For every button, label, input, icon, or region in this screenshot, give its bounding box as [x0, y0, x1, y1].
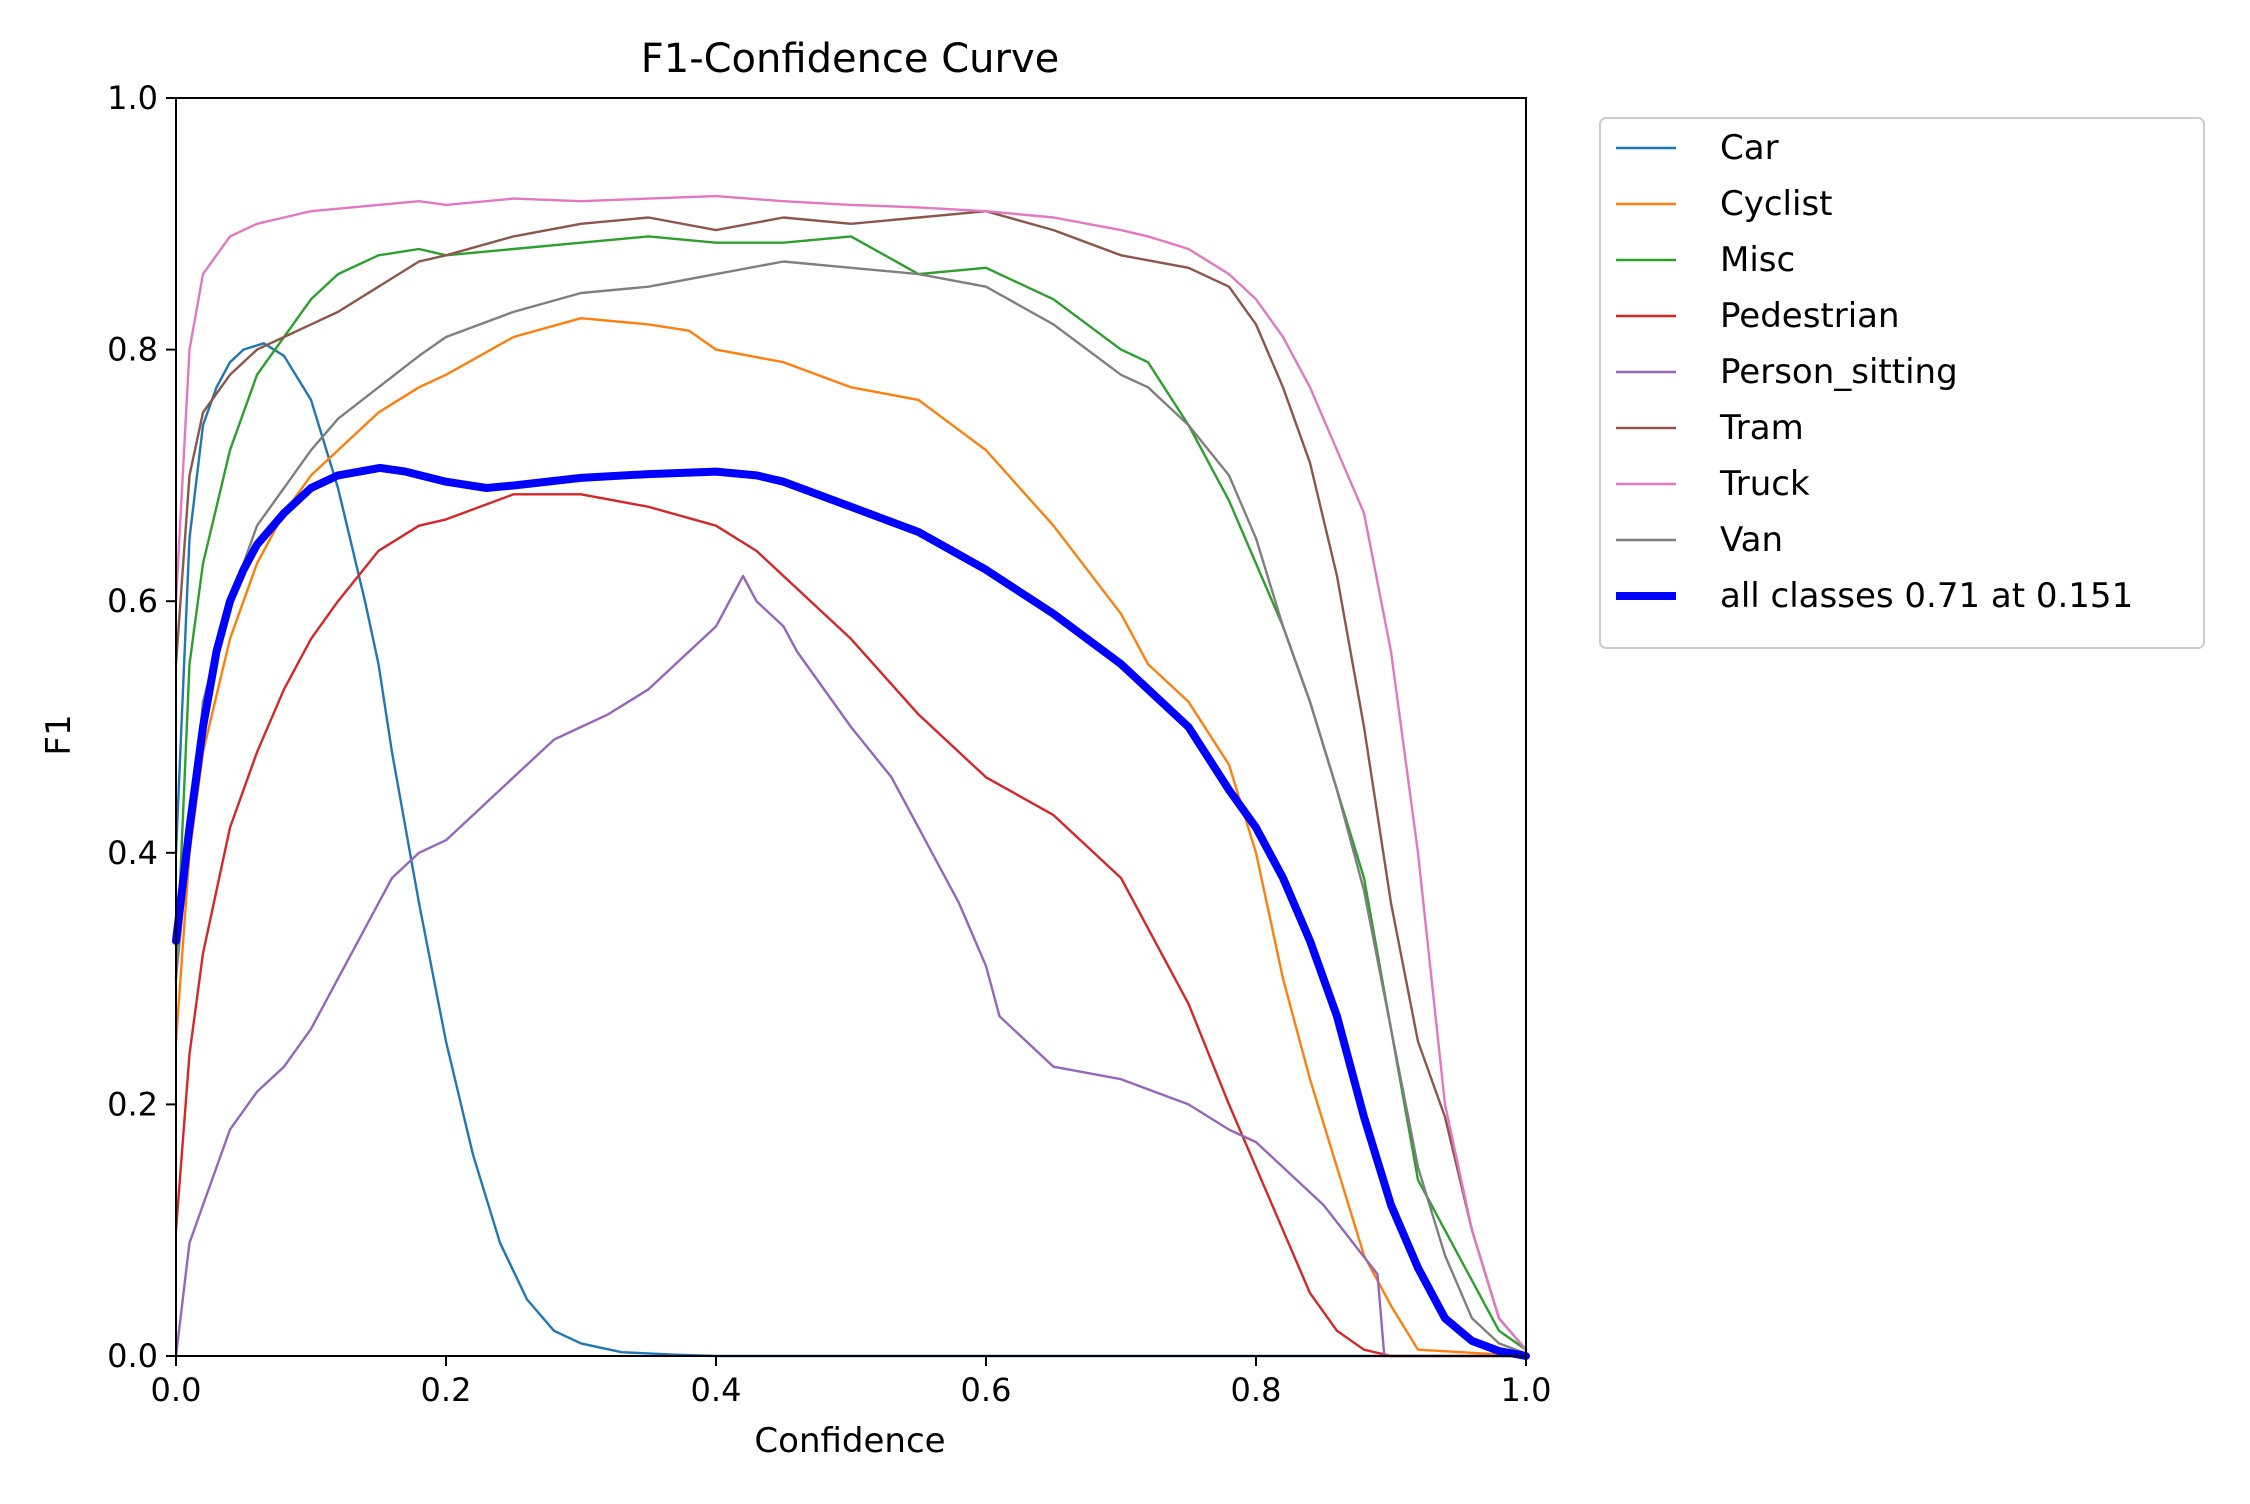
series-line-person-sitting [174, 574, 1528, 1358]
x-tick-label: 0.6 [961, 1371, 1012, 1409]
legend-label: Pedestrian [1720, 296, 1900, 336]
y-tick-label: 0.8 [107, 331, 158, 369]
plot-frame [175, 97, 1527, 1357]
y-tick-label: 0.6 [107, 582, 158, 620]
series-line-cyclist [174, 317, 1528, 1358]
y-tick-label: 1.0 [107, 79, 158, 117]
chart-title: F1-Confidence Curve [641, 36, 1060, 82]
legend-label: Tram [1719, 408, 1804, 448]
x-tick-label: 0.2 [421, 1371, 472, 1409]
y-tick-label: 0.2 [107, 1085, 158, 1123]
series-line-van [174, 260, 1528, 1355]
x-tick-label: 0.0 [151, 1371, 202, 1409]
series-line-misc [174, 235, 1528, 1351]
legend-label: Car [1720, 128, 1779, 168]
legend-label: Misc [1720, 240, 1795, 280]
x-axis-label: Confidence [754, 1421, 945, 1461]
series-line-car [174, 342, 1528, 1358]
legend-label: all classes 0.71 at 0.151 [1720, 576, 2133, 616]
y-axis-label: F1 [39, 714, 79, 755]
x-tick-label: 0.8 [1231, 1371, 1282, 1409]
legend-frame [1599, 117, 2205, 649]
legend: Car Cyclist Misc Pedestrian Person_sitting Tr… [1599, 117, 2205, 649]
series-line-tram [174, 209, 1528, 1351]
series-line-pedestrian [174, 493, 1528, 1358]
legend-label: Van [1720, 520, 1783, 560]
y-tick-label: 0.0 [107, 1337, 158, 1375]
series-line-truck [174, 194, 1528, 1351]
y-axis-ticks: 0.0 0.2 0.4 0.6 0.8 1.0 [107, 79, 176, 1375]
legend-label: Cyclist [1720, 184, 1833, 224]
x-tick-label: 0.4 [691, 1371, 742, 1409]
legend-label: Truck [1719, 464, 1810, 504]
legend-label: Person_sitting [1720, 352, 1958, 392]
series-layer [172, 194, 1530, 1360]
x-tick-label: 1.0 [1501, 1371, 1552, 1409]
series-line-all-classes-0-71-at-0-151 [172, 463, 1530, 1360]
x-axis-ticks: 0.0 0.2 0.4 0.6 0.8 1.0 [151, 1356, 1552, 1409]
y-tick-label: 0.4 [107, 834, 158, 872]
